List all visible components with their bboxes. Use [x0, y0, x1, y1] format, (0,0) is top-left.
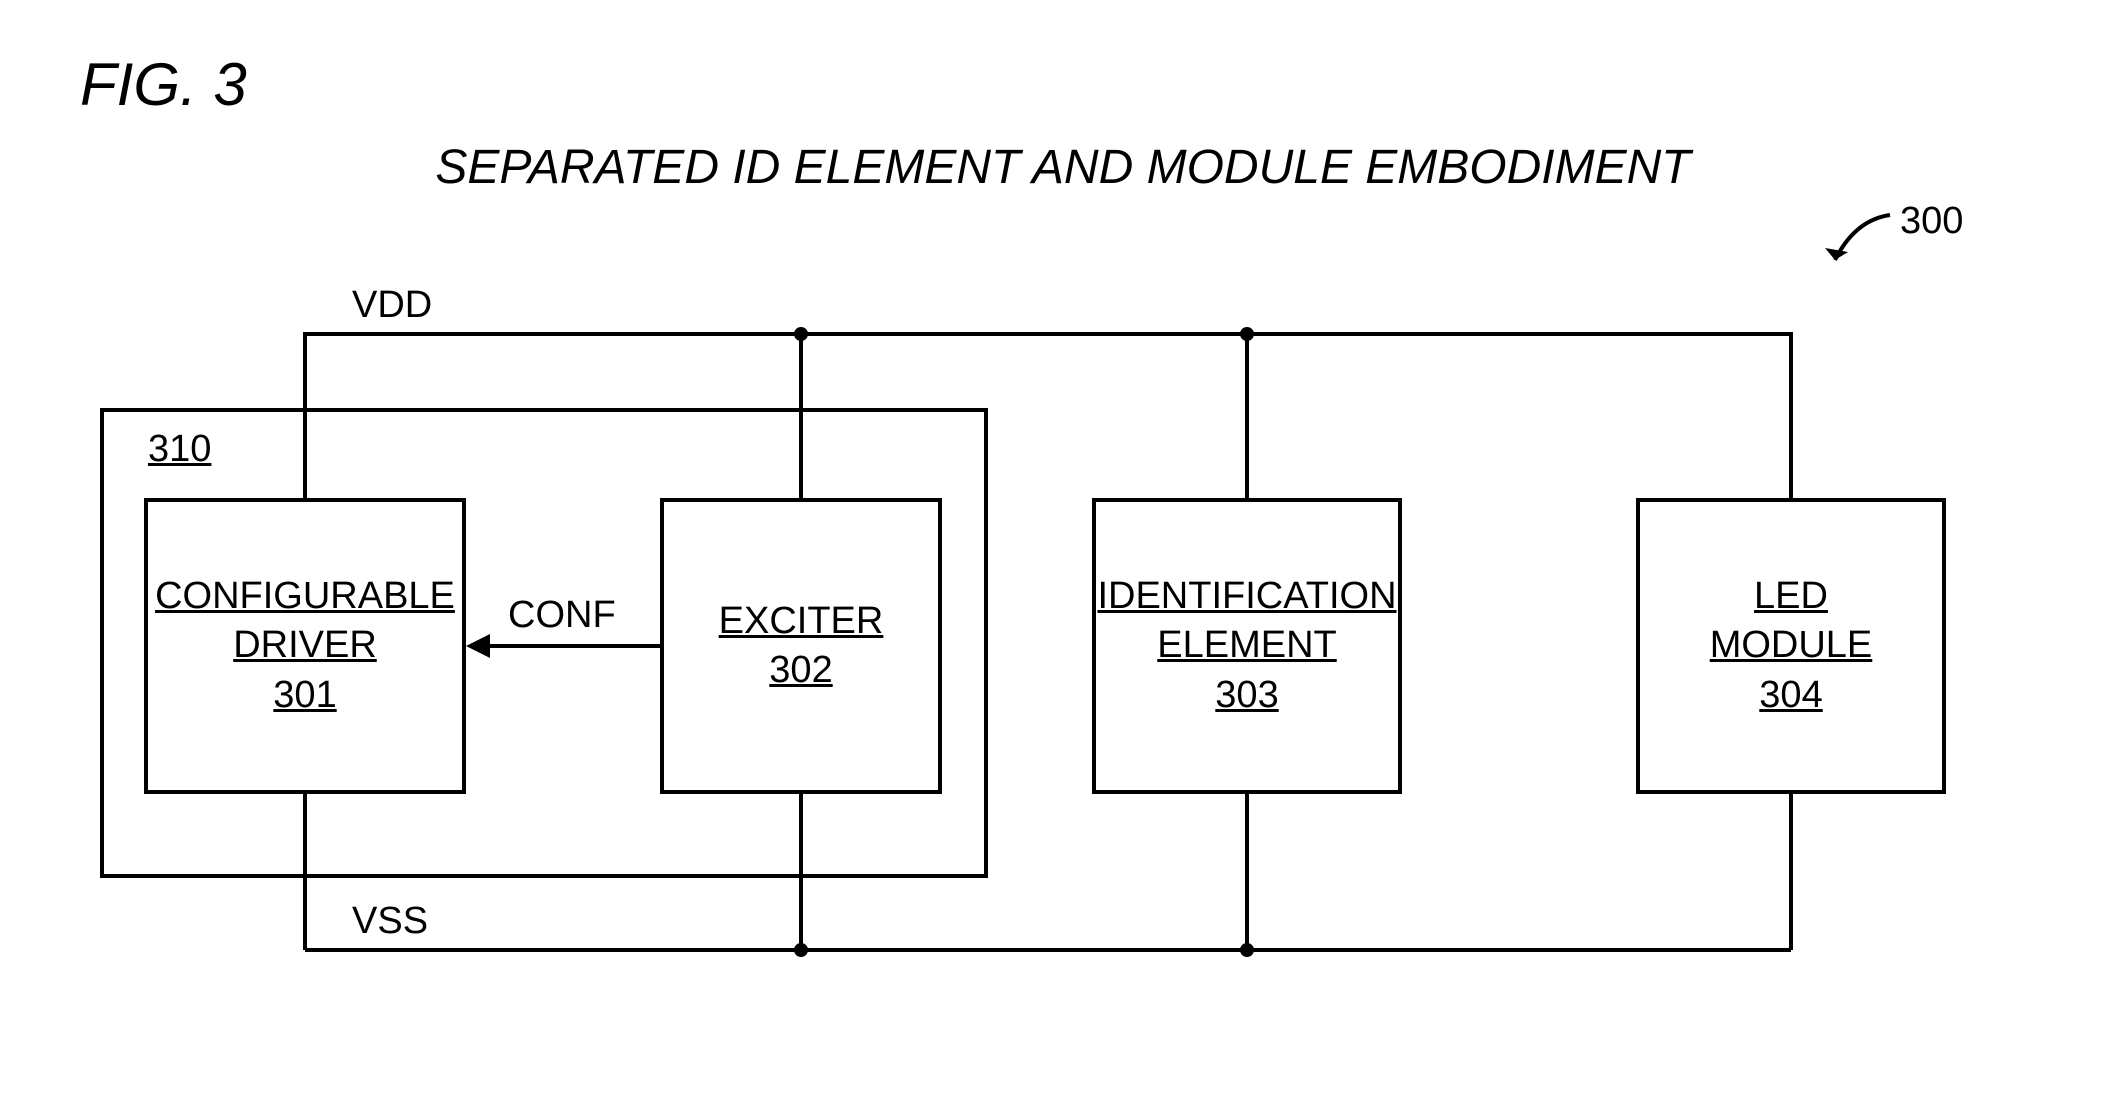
container-310-label: 310 — [148, 428, 211, 471]
exciter-vdd-line — [799, 332, 803, 498]
driver-label-2: DRIVER — [233, 621, 377, 670]
vss-label: VSS — [352, 900, 428, 943]
vdd-label: VDD — [352, 284, 432, 327]
vdd-junction-id — [1240, 327, 1254, 341]
led-label-1: LED — [1754, 572, 1828, 621]
exciter-vss-line — [799, 794, 803, 950]
identification-element-block: IDENTIFICATION ELEMENT 303 — [1092, 498, 1402, 794]
exciter-label: EXCITER — [719, 597, 884, 646]
vdd-rail — [305, 332, 1791, 336]
led-label-2: MODULE — [1710, 621, 1873, 670]
vss-rail — [305, 948, 1791, 952]
id-vss-line — [1245, 794, 1249, 950]
driver-vss-line — [303, 794, 307, 950]
system-reference-number: 300 — [1900, 200, 1963, 243]
driver-ref: 301 — [273, 671, 336, 720]
configurable-driver-block: CONFIGURABLE DRIVER 301 — [144, 498, 466, 794]
vss-junction-exciter — [794, 943, 808, 957]
conf-line — [490, 644, 660, 648]
vdd-junction-exciter — [794, 327, 808, 341]
led-module-block: LED MODULE 304 — [1636, 498, 1946, 794]
id-label-2: ELEMENT — [1157, 621, 1336, 670]
led-ref: 304 — [1759, 671, 1822, 720]
exciter-ref: 302 — [769, 646, 832, 695]
conf-label: CONF — [508, 594, 616, 637]
block-diagram: 300 VDD VSS 310 CONFIGURABLE DRIVER 301 … — [0, 0, 2126, 1112]
vss-junction-id — [1240, 943, 1254, 957]
reference-arrow — [1820, 210, 1900, 280]
driver-vdd-line — [303, 332, 307, 498]
id-ref: 303 — [1215, 671, 1278, 720]
exciter-block: EXCITER 302 — [660, 498, 942, 794]
driver-label-1: CONFIGURABLE — [155, 572, 455, 621]
led-vdd-line — [1789, 332, 1793, 498]
conf-arrowhead — [466, 634, 490, 658]
id-vdd-line — [1245, 332, 1249, 498]
id-label-1: IDENTIFICATION — [1097, 572, 1396, 621]
led-vss-line — [1789, 794, 1793, 950]
